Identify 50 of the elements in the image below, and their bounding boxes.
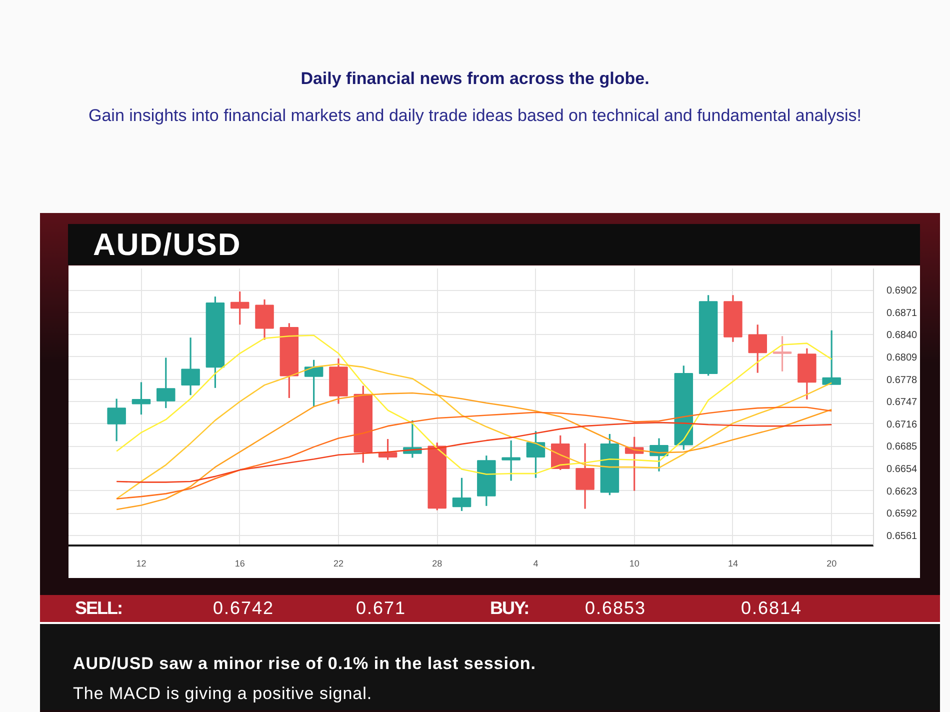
candlestick [822, 330, 841, 386]
line-series [116, 406, 832, 500]
y-tick-label: 0.6654 [886, 464, 918, 476]
text: SELL: [75, 597, 122, 620]
y-tick-label: 0.6685 [886, 442, 918, 453]
candlestick [304, 359, 324, 408]
line-series [116, 422, 832, 483]
candlestick [452, 477, 472, 512]
x-tick-label: 22 [333, 558, 344, 568]
x-tick-label: 20 [826, 558, 837, 568]
text: Gain insights into financial markets and daily trade ideas based on technical and fundamental analysis! [87, 105, 863, 128]
line-series [116, 392, 832, 510]
y-tick-label: 0.6623 [886, 486, 918, 498]
y-tick-label: 0.6716 [886, 419, 918, 430]
text: 0.6742 [213, 597, 274, 620]
candlestick [378, 438, 398, 461]
candlestick [156, 356, 176, 409]
candlestick [107, 398, 126, 442]
x-tick-label: 28 [432, 558, 442, 568]
candlestick [772, 335, 792, 372]
x-tick-label: 14 [728, 558, 738, 568]
candlestick [526, 430, 546, 479]
candlestick [181, 336, 200, 396]
candlestick [255, 298, 274, 341]
text: BUY: [490, 597, 529, 620]
y-tick-label: 0.6840 [886, 330, 918, 342]
text: 0.671 [356, 597, 406, 620]
text: Daily financial news from across the globe. [300, 68, 650, 90]
candlestick [132, 381, 151, 416]
candlestick [230, 290, 250, 326]
candlestick [576, 442, 594, 510]
y-tick-label: 0.6902 [886, 286, 918, 297]
text: 0.6853 [585, 597, 646, 620]
x-tick-label: 10 [629, 558, 640, 568]
candlestick [748, 324, 767, 374]
line-series [116, 334, 832, 475]
y-tick-label: 0.6871 [886, 308, 918, 319]
candlestick [502, 440, 520, 482]
text: The MACD is giving a positive signal. [73, 683, 374, 706]
text: 0.6814 [741, 597, 802, 620]
x-tick-label: 4 [533, 558, 538, 568]
x-tick-label: 16 [234, 558, 245, 568]
y-tick-label: 0.6809 [886, 352, 918, 364]
y-tick-label: 0.6778 [886, 374, 918, 386]
x-tick-label: 12 [136, 558, 146, 568]
y-tick-label: 0.6561 [886, 530, 918, 542]
y-tick-label: 0.6592 [886, 508, 918, 520]
y-tick-label: 0.6747 [886, 397, 918, 408]
chart-title: AUD/USD [68, 224, 920, 265]
text: AUD/USD saw a minor rise of 0.1% in the last session. [73, 653, 537, 675]
